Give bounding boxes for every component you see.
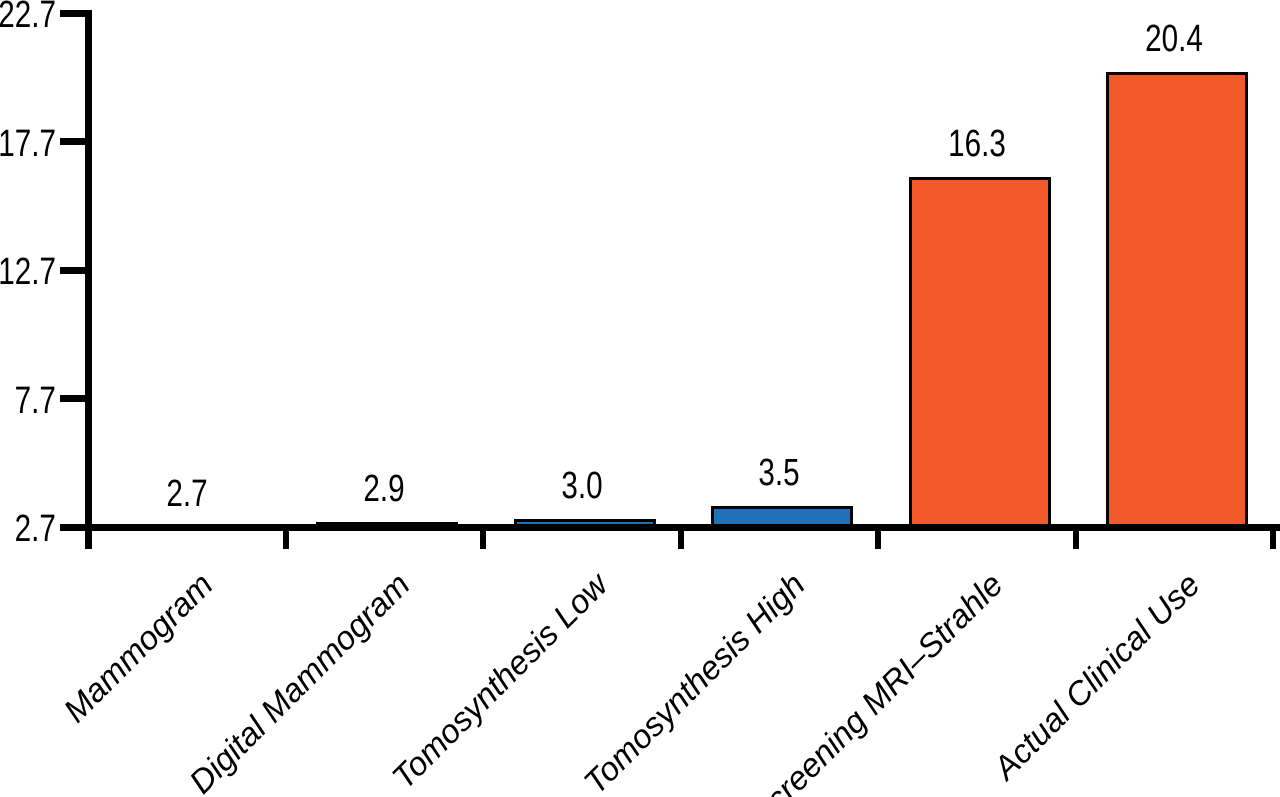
y-tick-label: 17.7 <box>0 122 56 165</box>
category-label: Actual Clinical Use <box>986 565 1207 787</box>
bar-screening-mri-strahle <box>908 177 1051 530</box>
y-tick <box>60 138 88 145</box>
x-tick <box>677 527 684 549</box>
y-tick <box>60 9 88 17</box>
x-tick <box>1072 527 1079 549</box>
bar-value-label: 2.7 <box>166 473 208 515</box>
y-tick-label: 12.7 <box>0 251 56 293</box>
y-tick-label: 22.7 <box>0 0 56 36</box>
bar-value-label: 3.5 <box>758 452 800 494</box>
x-tick <box>282 527 289 549</box>
bar-value-label: 2.9 <box>363 468 405 510</box>
y-tick-label: 2.7 <box>14 508 56 550</box>
y-tick <box>60 266 88 274</box>
bar-value-label: 16.3 <box>947 123 1006 165</box>
x-tick <box>480 527 486 549</box>
y-tick <box>60 395 88 402</box>
x-tick <box>1270 527 1276 549</box>
x-tick <box>875 527 881 549</box>
y-tick-label: 7.7 <box>14 379 56 422</box>
category-label: Digital Mammogram <box>182 565 417 797</box>
category-label: Tomosynthesis High <box>576 565 812 797</box>
y-axis-line <box>84 10 92 549</box>
category-label: Mammogram <box>55 565 220 730</box>
bar-actual-clinical-use <box>1106 72 1249 530</box>
bar-value-label: 3.0 <box>561 465 603 507</box>
bar-value-label: 20.4 <box>1145 18 1204 60</box>
x-axis-line <box>60 523 1280 531</box>
